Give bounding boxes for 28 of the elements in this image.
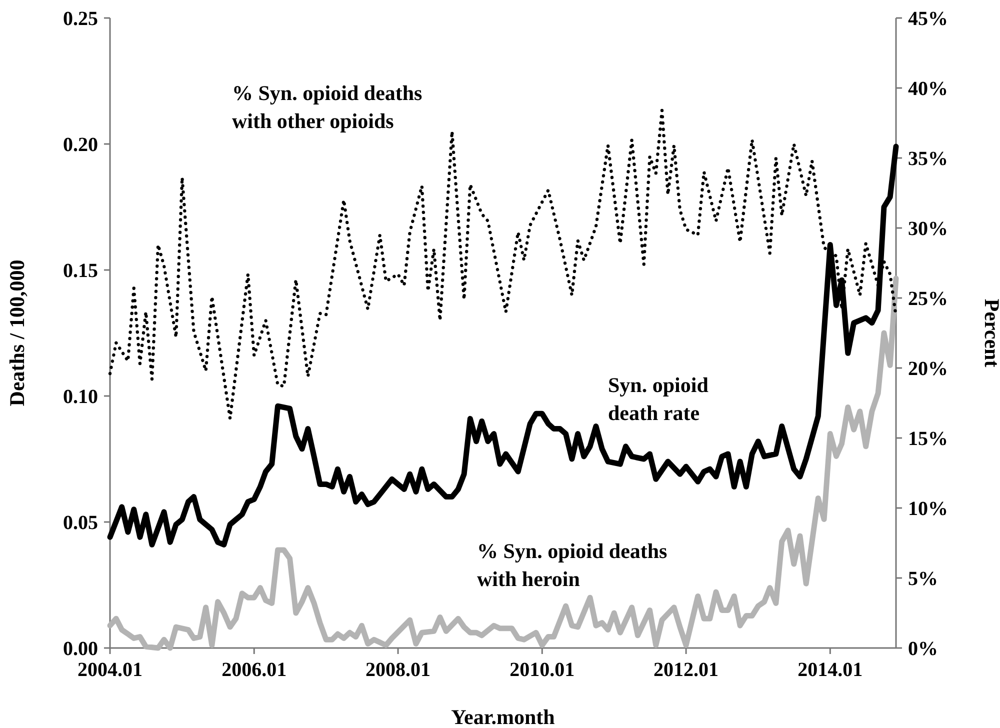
y2-tick-label: 45% [908,8,948,30]
y-tick-label: 0.10 [63,386,98,408]
y-tick-label: 0.05 [63,512,98,534]
y2-axis-title: Percent [980,298,1000,368]
series-label: % Syn. opioid deaths with other opioids [232,81,422,133]
x-tick-label: 2012.01 [654,659,719,681]
y2-tick-label: 0% [908,638,938,660]
y-axis-title: Deaths / 100,000 [5,260,29,406]
x-tick-label: 2004.01 [78,659,142,681]
x-tick-label: 2014.01 [798,659,863,681]
x-tick-label: 2008.01 [366,659,431,681]
y-tick-label: 0.15 [63,260,98,282]
y2-tick-label: 25% [908,288,948,310]
y-tick-label: 0.00 [63,638,98,660]
x-axis-title: Year.month [451,705,556,728]
y2-tick-label: 35% [908,148,948,170]
y-tick-label: 0.20 [63,134,98,156]
series-label: Syn. opioid death rate [608,373,709,425]
y2-tick-label: 30% [908,218,948,240]
x-tick-label: 2010.01 [510,659,575,681]
y2-tick-label: 40% [908,78,948,100]
series-label: % Syn. opioid deaths with heroin [477,539,668,591]
y2-tick-label: 10% [908,498,948,520]
y2-tick-label: 5% [908,568,938,590]
y-tick-label: 0.25 [63,8,98,30]
y2-tick-label: 20% [908,358,948,380]
x-tick-label: 2006.01 [222,659,287,681]
y2-tick-label: 15% [908,428,948,450]
